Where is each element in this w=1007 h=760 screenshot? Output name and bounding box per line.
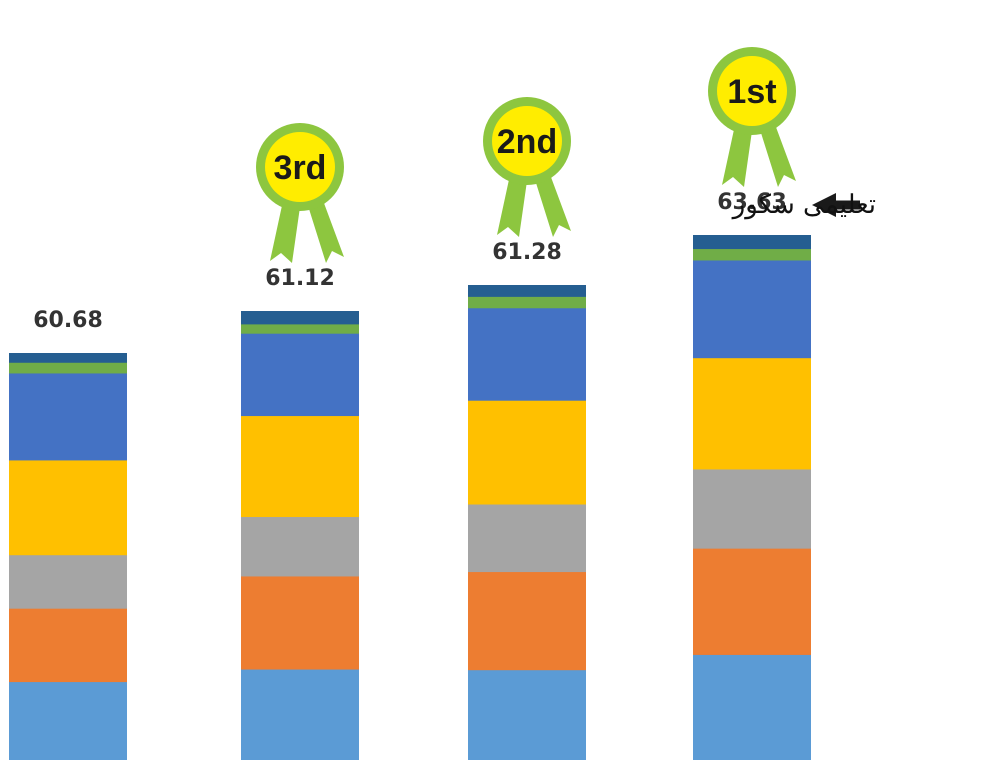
bar-stack <box>468 285 586 760</box>
annotation-arrow-head <box>812 193 836 217</box>
bar-segment <box>241 311 359 325</box>
annotation-text: تعلیمی سکور <box>731 190 876 220</box>
rank-badge: 3rd <box>256 123 344 263</box>
bar-segment <box>9 608 127 683</box>
bar-segment <box>468 307 586 401</box>
rank-badges-layer: 3rd 2nd 1st <box>256 47 796 263</box>
bar-segment <box>241 575 359 670</box>
bar-segment <box>241 415 359 518</box>
rank-label: 1st <box>727 73 776 111</box>
bar-segment <box>9 554 127 609</box>
bar-total-label: 60.68 <box>33 308 103 333</box>
bar-segment <box>241 323 359 334</box>
bar-segment <box>468 669 586 760</box>
bar-segment <box>468 504 586 573</box>
total-labels-layer: 60.68 61.12 61.28 63.63 <box>33 190 787 333</box>
bar-total-label: 61.12 <box>265 266 335 291</box>
bar-segment <box>468 285 586 297</box>
bar-segment <box>9 681 127 760</box>
bar-total-label: 61.28 <box>492 240 562 265</box>
bar-segment <box>468 296 586 309</box>
bar-stack <box>241 311 359 760</box>
bar-segment <box>693 468 811 549</box>
bar-segment <box>241 669 359 760</box>
rank-badge: 2nd <box>483 97 571 237</box>
rank-badge: 1st <box>708 47 796 187</box>
annotation-layer: تعلیمی سکور <box>731 190 876 220</box>
bar-segment <box>9 459 127 556</box>
bar-segment <box>9 372 127 461</box>
bar-segment <box>693 654 811 760</box>
rank-label: 2nd <box>497 123 557 161</box>
medal-face <box>492 106 562 176</box>
bar-segment <box>241 516 359 577</box>
bar-segment <box>9 353 127 363</box>
bar-total-label: 63.63 <box>717 190 787 215</box>
bar-stack <box>693 235 811 760</box>
bar-segment <box>468 400 586 505</box>
medal-face <box>265 132 335 202</box>
bar-segment <box>693 248 811 261</box>
bar-segment <box>241 333 359 417</box>
bar-segment <box>693 235 811 250</box>
rank-label: 3rd <box>274 149 327 187</box>
bar-segment <box>9 362 127 374</box>
bar-stack <box>9 353 127 760</box>
bar-segment <box>693 259 811 359</box>
bar-segment <box>693 548 811 655</box>
bar-segment <box>693 357 811 470</box>
bars-layer <box>9 235 811 760</box>
bar-segment <box>468 571 586 671</box>
medal-face <box>717 56 787 126</box>
